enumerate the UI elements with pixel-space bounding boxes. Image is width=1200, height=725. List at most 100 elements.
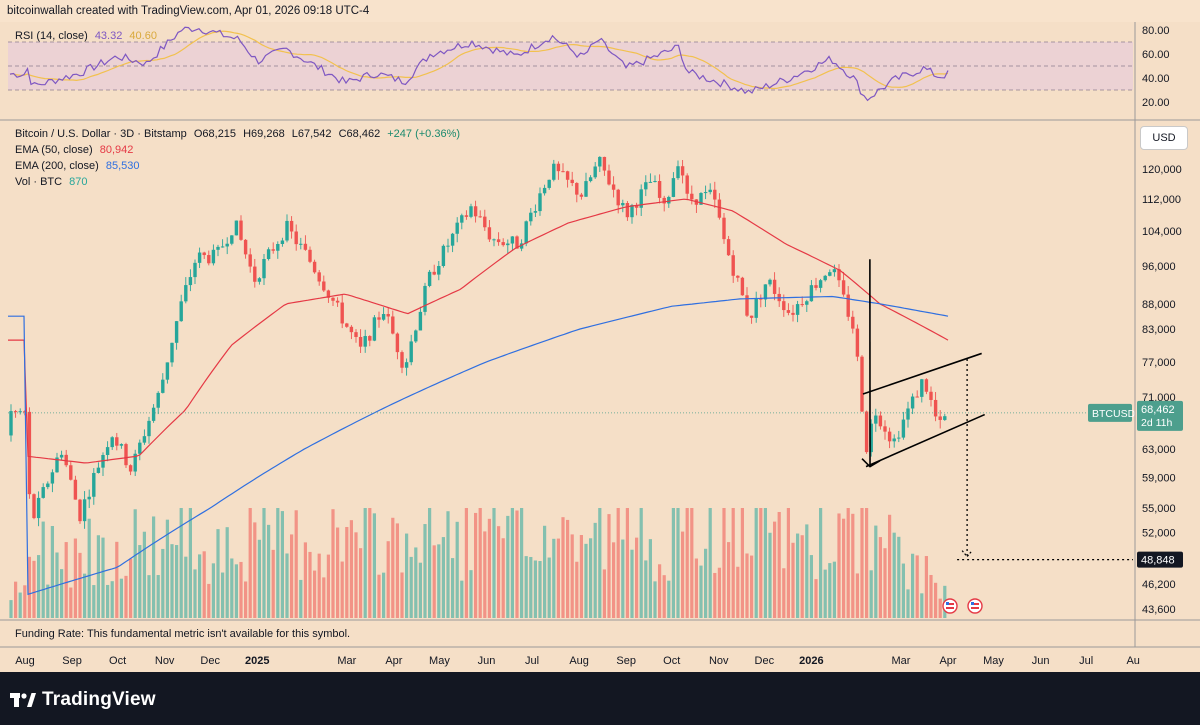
volume-bar (216, 529, 220, 618)
candle-body (791, 312, 795, 315)
volume-bar (253, 522, 257, 618)
candle-body (915, 396, 919, 398)
volume-bar (524, 556, 528, 618)
ema200-value: 85,530 (105, 160, 140, 172)
candle-body (749, 315, 754, 318)
candle-body (450, 233, 455, 246)
price-panel[interactable] (8, 156, 1133, 618)
candle-body (621, 203, 625, 206)
volume-bar (460, 580, 464, 618)
candle-body (887, 431, 892, 442)
candle-body (538, 193, 542, 212)
candle-body (312, 261, 317, 273)
rsi-panel[interactable] (8, 26, 1133, 102)
candle-body (211, 249, 216, 264)
time-tick-label: Nov (155, 655, 175, 667)
candle-body (818, 280, 823, 288)
volume-bar (796, 533, 800, 618)
volume-bar (814, 579, 818, 618)
volume-bar (170, 544, 174, 618)
volume-bar (685, 508, 689, 618)
time-tick-label: 2026 (799, 655, 823, 667)
volume-bar (326, 554, 330, 618)
ema50-label: EMA (50, close) (15, 144, 93, 156)
candle-body (27, 411, 32, 495)
volume-bar (464, 508, 468, 618)
volume-bar (786, 508, 790, 618)
volume-bar (418, 562, 422, 618)
us-event-flag-icon[interactable] (967, 598, 983, 614)
time-tick-label: Jul (525, 655, 539, 667)
candle-body (768, 279, 772, 285)
volume-bar (731, 508, 735, 618)
volume-bar (855, 573, 859, 618)
volume-bar (497, 526, 501, 618)
time-tick-label: Dec (755, 655, 775, 667)
candle-body (561, 171, 565, 173)
candle-body (639, 189, 643, 208)
chart-area[interactable]: 80.00 60.00 40.00 20.00 120,000 112,000 104,00… (0, 22, 1200, 672)
us-event-flag-icon[interactable] (942, 598, 958, 614)
last-price-value: 68,462 (1141, 404, 1175, 416)
candle-body (726, 239, 731, 256)
volume-bar (115, 541, 119, 618)
volume-bar (142, 531, 146, 618)
volume-bar (262, 508, 266, 618)
volume-bar (708, 508, 712, 618)
candle-body (345, 323, 349, 327)
candle-body (82, 499, 87, 522)
volume-bar (717, 567, 721, 618)
candle-body (883, 426, 887, 432)
candle-body (92, 472, 96, 497)
candle-body (285, 220, 289, 241)
price-axis[interactable]: 80.00 60.00 40.00 20.00 120,000 112,000 104,00… (1088, 25, 1183, 616)
volume-bar (556, 538, 560, 618)
volume-bar (400, 572, 404, 618)
volume-bar (18, 592, 22, 618)
volume-bar (345, 526, 349, 618)
tradingview-logo[interactable]: TradingView (10, 688, 156, 712)
candle-body (184, 285, 188, 302)
volume-bar (533, 560, 537, 618)
candle-body (593, 166, 597, 178)
candle-body (616, 189, 620, 206)
volume-bar (285, 553, 289, 618)
volume-bar (644, 560, 648, 618)
volume-bar (510, 508, 514, 618)
currency-button[interactable]: USD (1140, 126, 1188, 150)
candle-body (303, 243, 308, 250)
volume-bar (763, 508, 767, 618)
volume-bar (782, 568, 786, 618)
volume-bar (225, 527, 229, 618)
candle-body (170, 342, 174, 363)
volume-bar (579, 535, 583, 618)
chart-svg[interactable]: 80.00 60.00 40.00 20.00 120,000 112,000 104,00… (0, 22, 1200, 672)
volume-bar (303, 542, 307, 618)
candle-body (690, 193, 694, 200)
volume-bar (202, 551, 206, 618)
volume-bar (722, 508, 726, 618)
volume-bar (161, 548, 165, 618)
candle-body (142, 436, 147, 443)
volume-bar (694, 558, 698, 618)
candle-body (9, 411, 13, 436)
candle-body (575, 183, 579, 195)
volume-bar (924, 556, 928, 618)
volume-bar (883, 548, 887, 618)
price-tick-label: 120,000 (1142, 164, 1182, 176)
volume-bar (331, 509, 335, 618)
candle-body (446, 245, 450, 247)
candle-body (924, 379, 929, 392)
symbol-label: Bitcoin / U.S. Dollar · 3D · Bitstamp (15, 128, 187, 140)
candle-body (363, 336, 367, 347)
volume-bar (750, 555, 754, 618)
time-axis[interactable]: Aug Sep Oct Nov Dec 2025 Mar Apr May Jun Jul Aug Sep… (15, 655, 1140, 667)
target-arrowhead (961, 550, 973, 558)
rsi-tick-label: 60.00 (1142, 49, 1170, 61)
candle-body (809, 285, 814, 302)
time-tick-label: Apr (939, 655, 956, 667)
candle-body (736, 275, 740, 278)
volume-bar (41, 521, 45, 618)
candle-body (202, 252, 206, 256)
volume-bar (409, 556, 413, 618)
